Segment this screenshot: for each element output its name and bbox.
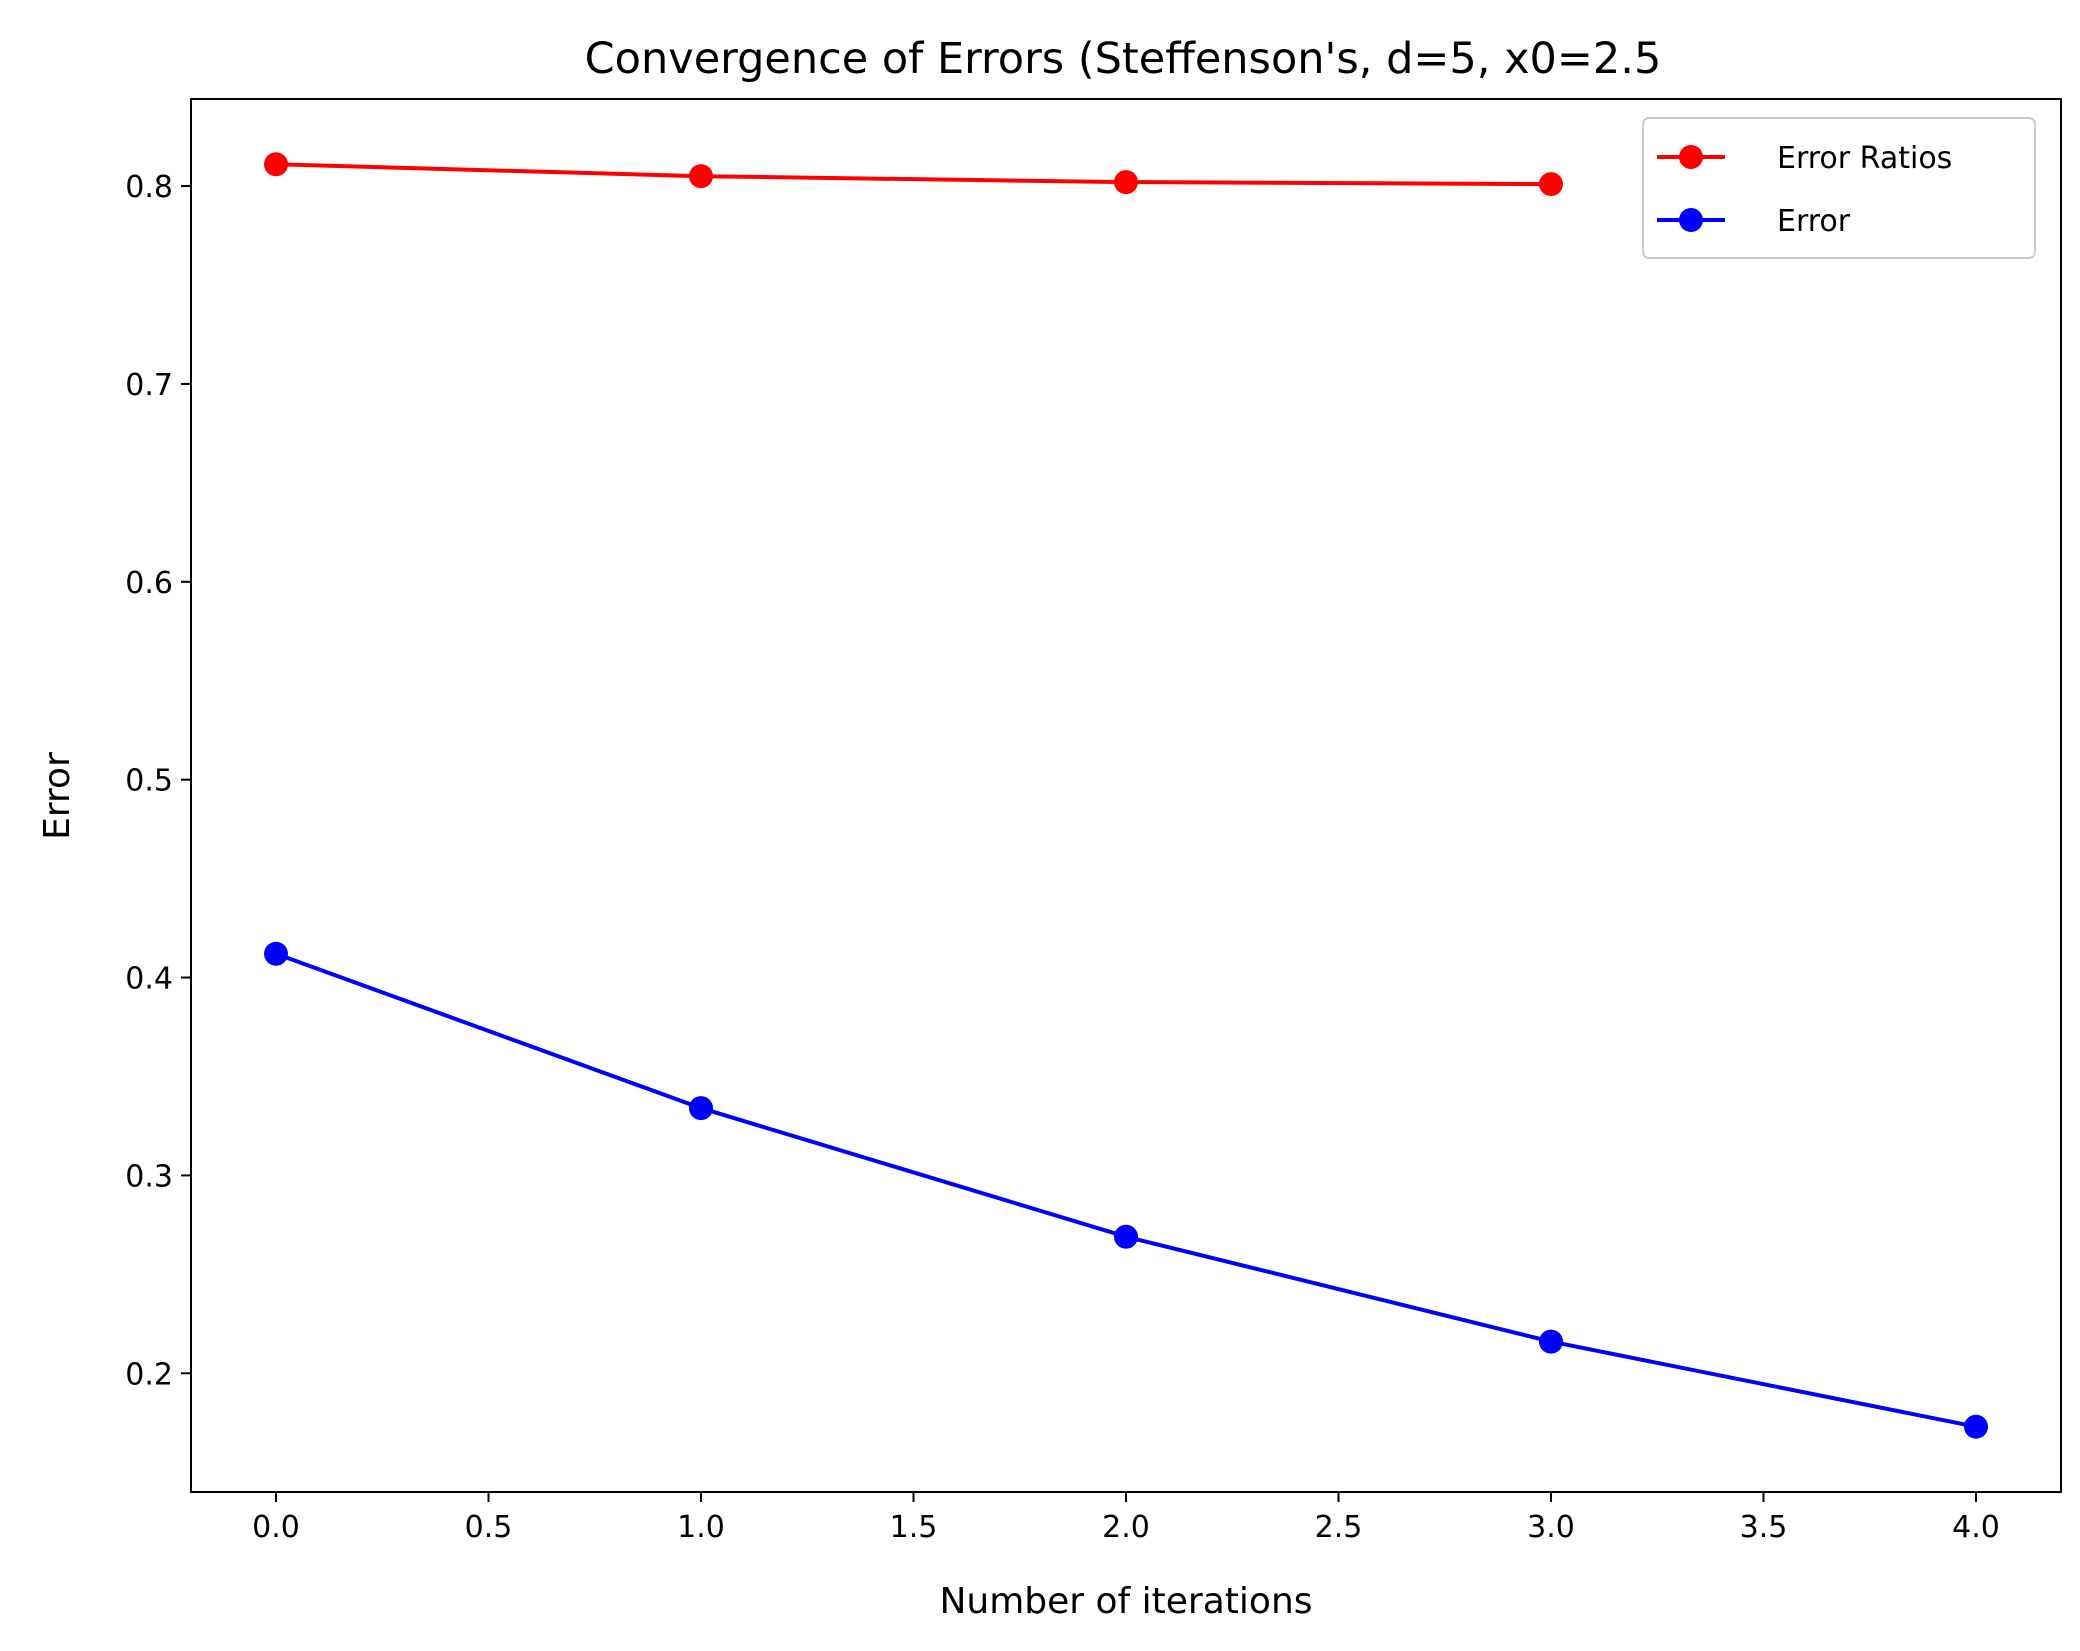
- y-tick-label: 0.4: [125, 962, 173, 997]
- series-line-error-ratios: [274, 162, 1553, 187]
- x-tick-label: 3.5: [1740, 1510, 1788, 1545]
- chart-title: Convergence of Errors (Steffenson's, d=5…: [585, 34, 1662, 84]
- legend-marker-swatch: [1679, 208, 1703, 232]
- legend-label: Error Ratios: [1777, 141, 1952, 176]
- x-axis-label: Number of iterations: [939, 1581, 1312, 1622]
- data-point-error-ratios: [689, 164, 713, 189]
- x-tick-label: 1.0: [677, 1510, 725, 1545]
- x-tick-label: 0.5: [465, 1510, 513, 1545]
- legend-box: [1642, 117, 2036, 259]
- legend-marker-swatch: [1679, 145, 1703, 169]
- x-tick-label: 3.0: [1527, 1510, 1575, 1545]
- data-point-error: [689, 1096, 713, 1121]
- y-axis-label: Error: [37, 752, 78, 840]
- y-tick-label: 0.8: [125, 170, 173, 205]
- legend-item-error-ratios: Error Ratios: [1657, 141, 1952, 176]
- x-tick-label: 4.0: [1952, 1510, 2000, 1545]
- y-tick-label: 0.2: [125, 1357, 173, 1392]
- data-point-error: [1114, 1224, 1138, 1249]
- y-tick-label: 0.5: [125, 764, 173, 799]
- series-error-ratios: [264, 152, 1563, 197]
- data-point-error-ratios: [264, 152, 288, 177]
- legend-item-error: Error: [1657, 204, 1851, 239]
- data-point-error: [1964, 1414, 1988, 1439]
- legend: Error Ratios Error: [1642, 117, 2036, 259]
- x-tick-label: 1.5: [890, 1510, 938, 1545]
- y-tick-label: 0.6: [125, 566, 173, 601]
- x-tick-label: 2.0: [1102, 1510, 1150, 1545]
- y-tick-label: 0.3: [125, 1159, 173, 1194]
- x-tick-label: 0.0: [252, 1510, 300, 1545]
- data-point-error: [1539, 1329, 1563, 1354]
- y-tick-label: 0.7: [125, 368, 173, 403]
- y-axis-ticks: 0.2 0.3 0.4 0.5 0.6 0.7 0.8: [125, 170, 191, 1392]
- x-tick-label: 2.5: [1315, 1510, 1363, 1545]
- series-error: [264, 941, 1988, 1439]
- data-point-error: [264, 941, 288, 966]
- data-point-error-ratios: [1114, 170, 1138, 195]
- legend-label: Error: [1777, 204, 1851, 239]
- data-point-error-ratios: [1539, 172, 1563, 197]
- series-layer: [264, 152, 1988, 1439]
- x-axis-ticks: 0.0 0.5 1.0 1.5 2.0 2.5 3.0 3.5 4.0: [252, 1492, 2000, 1545]
